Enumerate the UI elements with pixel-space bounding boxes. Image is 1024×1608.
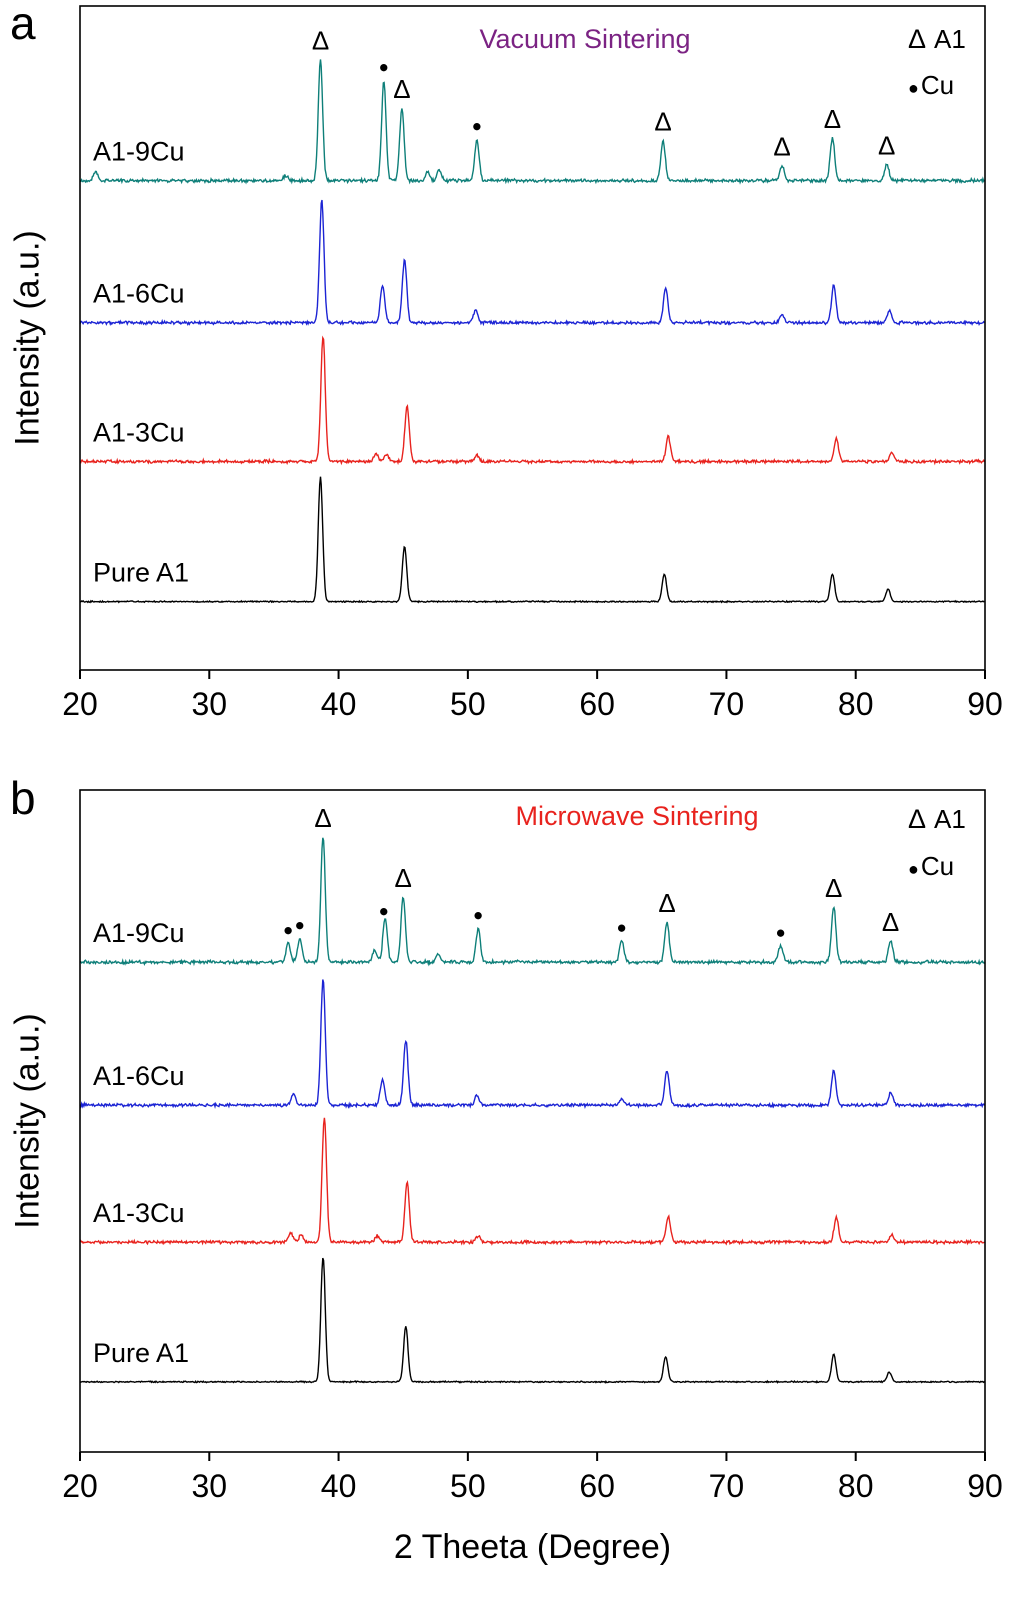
series-label: A1-9Cu — [93, 137, 185, 167]
series-label: A1-6Cu — [93, 1061, 185, 1091]
xrd-trace-pure-a1 — [79, 1257, 986, 1384]
peak-marker-a1: Δ — [825, 873, 842, 903]
peak-marker-a1: Δ — [882, 907, 899, 937]
x-tick-label: 20 — [62, 686, 98, 722]
series-label: A1-3Cu — [93, 1198, 185, 1228]
xrd-trace-a1-3cu — [79, 1117, 985, 1246]
peak-marker-cu: ● — [295, 915, 305, 934]
x-tick-label: 70 — [709, 1468, 745, 1504]
xrd-trace-a1-6cu — [79, 199, 986, 327]
panel-vacuum-sintering: A1-9Cu A1-6Cu A1-3Cu Pure A1 Δ ● Δ ● Δ Δ Δ Δ 20 30 40 5… — [0, 0, 1024, 775]
peak-marker-a1: Δ — [878, 130, 895, 160]
x-tick-label: 70 — [709, 686, 745, 722]
peak-marker-cu: ● — [617, 918, 627, 937]
xrd-trace-a1-3cu — [79, 335, 986, 466]
peak-marker-cu: ● — [379, 58, 389, 77]
panel-letter-a: a — [10, 0, 36, 49]
x-tick-label: 80 — [838, 1468, 874, 1504]
x-tick-label: 60 — [579, 1468, 615, 1504]
legend-entry-a1: Δ A1 — [908, 804, 966, 834]
peak-marker-cu: ● — [283, 920, 293, 939]
peak-marker-a1: Δ — [393, 74, 410, 104]
legend-entry-cu: ●Cu — [908, 851, 954, 881]
x-tick-label: 90 — [967, 686, 1003, 722]
peak-marker-a1: Δ — [773, 132, 790, 162]
xrd-trace-a1-9cu — [79, 837, 986, 967]
plot-border — [79, 789, 986, 1453]
series-label: Pure A1 — [93, 1338, 189, 1368]
xrd-trace-a1-9cu — [79, 59, 986, 185]
legend-entry-cu: ●Cu — [908, 70, 954, 100]
panel-title: Vacuum Sintering — [479, 24, 690, 54]
peak-marker-a1: Δ — [314, 803, 331, 833]
y-axis-label-a: Intensity (a.u.) — [8, 230, 47, 446]
x-tick-label: 50 — [450, 1468, 486, 1504]
x-tick-label: 40 — [321, 686, 357, 722]
series-label: A1-3Cu — [93, 418, 185, 448]
x-tick-label: 90 — [967, 1468, 1003, 1504]
peak-marker-a1: Δ — [395, 863, 412, 893]
x-axis-title: 2 Theeta (Degree) — [393, 1528, 672, 1566]
xrd-trace-a1-6cu — [79, 979, 986, 1110]
y-axis-label-b: Intensity (a.u.) — [8, 1013, 47, 1229]
legend-entry-a1: Δ A1 — [908, 24, 966, 54]
panel-microwave-sintering: A1-9Cu A1-6Cu A1-3Cu Pure A1 ● ● Δ ● Δ ● ● Δ ● Δ Δ 20 30… — [0, 772, 1024, 1550]
x-tick-label: 80 — [838, 686, 874, 722]
xrd-trace-pure-a1 — [79, 476, 985, 604]
panel-letter-b: b — [10, 772, 36, 824]
peak-marker-a1: Δ — [654, 107, 671, 137]
peak-marker-a1: Δ — [312, 25, 329, 55]
x-tick-label: 50 — [450, 686, 486, 722]
peak-marker-cu: ● — [473, 905, 483, 924]
plot-border — [79, 5, 986, 671]
x-tick-label: 30 — [191, 1468, 227, 1504]
peak-marker-a1: Δ — [824, 104, 841, 134]
series-label: A1-6Cu — [93, 279, 185, 309]
series-label: A1-9Cu — [93, 918, 185, 948]
x-tick-label: 30 — [191, 686, 227, 722]
peak-marker-cu: ● — [776, 923, 786, 942]
x-tick-label: 40 — [321, 1468, 357, 1504]
x-tick-label: 20 — [62, 1468, 98, 1504]
series-label: Pure A1 — [93, 558, 189, 588]
peak-marker-cu: ● — [472, 116, 482, 135]
peak-marker-a1: Δ — [658, 888, 675, 918]
panel-title: Microwave Sintering — [515, 801, 758, 831]
peak-marker-cu: ● — [379, 901, 389, 920]
x-tick-label: 60 — [579, 686, 615, 722]
